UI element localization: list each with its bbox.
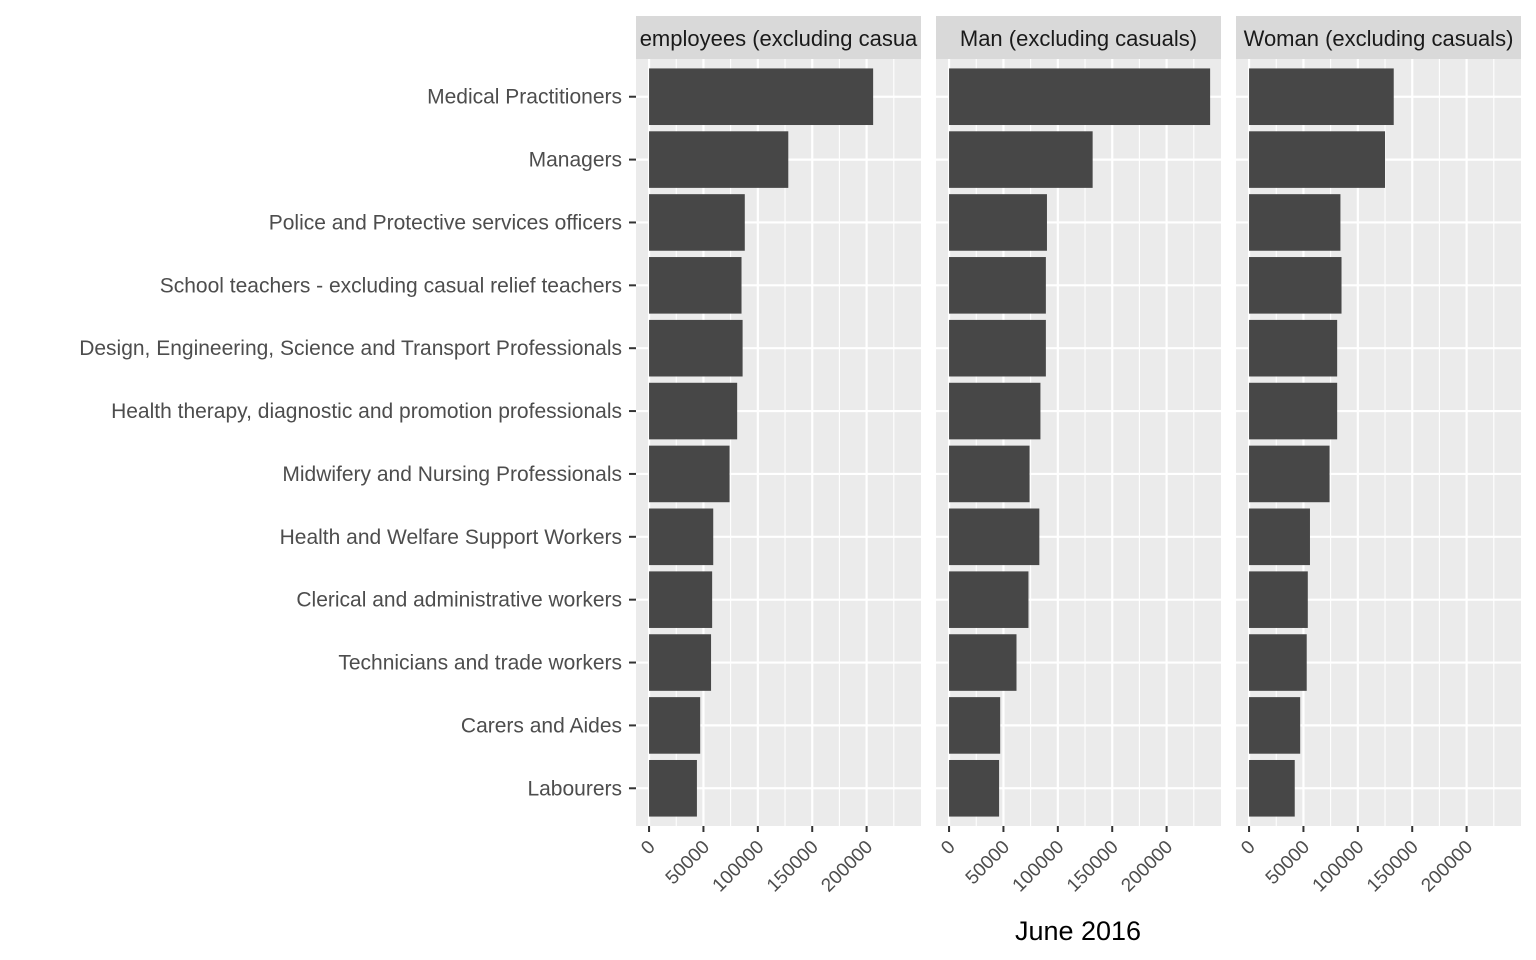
facet-strip [1236, 16, 1521, 59]
facet-panel: employees (excluding casua 0 5000010000015… [636, 16, 921, 896]
category-axis: Medical Practitioners Managers Police and … [79, 86, 636, 800]
bar [649, 131, 789, 188]
bar [649, 634, 712, 691]
x-tick-label: 100000 [1309, 837, 1369, 897]
bar [1249, 634, 1307, 691]
bar [649, 759, 697, 817]
bar [949, 257, 1046, 314]
facet-strip-label: Man (excluding casuals) [960, 26, 1197, 51]
x-tick-label: 0 [637, 837, 659, 859]
bar [1249, 571, 1308, 628]
category-label: Police and Protective services officers [269, 211, 622, 234]
bar [1249, 257, 1342, 314]
bar [949, 634, 1017, 691]
bar [649, 382, 738, 440]
bar [949, 131, 1093, 188]
x-tick-label: 200000 [1117, 837, 1177, 897]
category-label: Labourers [527, 777, 622, 800]
bar [1249, 697, 1301, 754]
x-tick-label: 150000 [1063, 837, 1123, 897]
bar [949, 319, 1046, 377]
bar [1249, 319, 1338, 377]
bar [649, 194, 745, 251]
x-tick-label: 50000 [962, 837, 1014, 889]
x-tick-label: 100000 [709, 837, 769, 897]
category-label: Carers and Aides [461, 714, 622, 737]
bar [649, 697, 701, 754]
x-axis-title: June 2016 [1015, 916, 1141, 946]
category-label: Medical Practitioners [427, 86, 622, 109]
category-label: Clerical and administrative workers [296, 589, 622, 612]
x-tick-label: 50000 [1262, 837, 1314, 889]
bar [949, 68, 1211, 126]
category-label: Managers [529, 149, 622, 172]
category-label: Design, Engineering, Science and Transpo… [79, 337, 622, 360]
facet-strip-label: employees (excluding casua [640, 26, 918, 51]
bar [949, 382, 1041, 440]
x-tick-label: 150000 [763, 837, 823, 897]
bar [649, 571, 713, 628]
bar [949, 697, 1001, 754]
x-tick-label: 150000 [1363, 837, 1423, 897]
x-tick-label: 200000 [1417, 837, 1477, 897]
bar [949, 194, 1047, 251]
facet-strip-label: Woman (excluding casuals) [1244, 26, 1514, 51]
x-tick-label: 50000 [662, 837, 714, 889]
bar [1249, 508, 1310, 566]
bar [649, 445, 730, 503]
category-label: Health and Welfare Support Workers [280, 526, 622, 549]
bar [1249, 68, 1394, 126]
x-tick-label: 0 [937, 837, 959, 859]
category-label: Midwifery and Nursing Professionals [282, 463, 622, 486]
bar [1249, 131, 1386, 188]
bar [1249, 194, 1341, 251]
bar [1249, 445, 1330, 503]
bar [649, 68, 874, 126]
category-label: School teachers - excluding casual relie… [160, 274, 622, 297]
bar [949, 508, 1040, 566]
bar [1249, 759, 1295, 817]
bar [649, 319, 743, 377]
category-label: Health therapy, diagnostic and promotion… [111, 400, 622, 423]
bar [949, 445, 1030, 503]
facet-strip [936, 16, 1221, 59]
facet-panel: Man (excluding casuals) 0 5000010000015000… [936, 16, 1221, 896]
bar [649, 508, 714, 566]
facet-strip [636, 16, 921, 59]
x-tick-label: 200000 [817, 837, 877, 897]
x-tick-label: 100000 [1009, 837, 1069, 897]
category-label: Technicians and trade workers [338, 652, 622, 675]
facet-panel: Woman (excluding casuals) 0 50000100000150… [1236, 16, 1521, 896]
bar [1249, 382, 1338, 440]
x-tick-label: 0 [1237, 837, 1259, 859]
bar [649, 257, 742, 314]
bar [949, 571, 1029, 628]
bar [949, 759, 1000, 817]
